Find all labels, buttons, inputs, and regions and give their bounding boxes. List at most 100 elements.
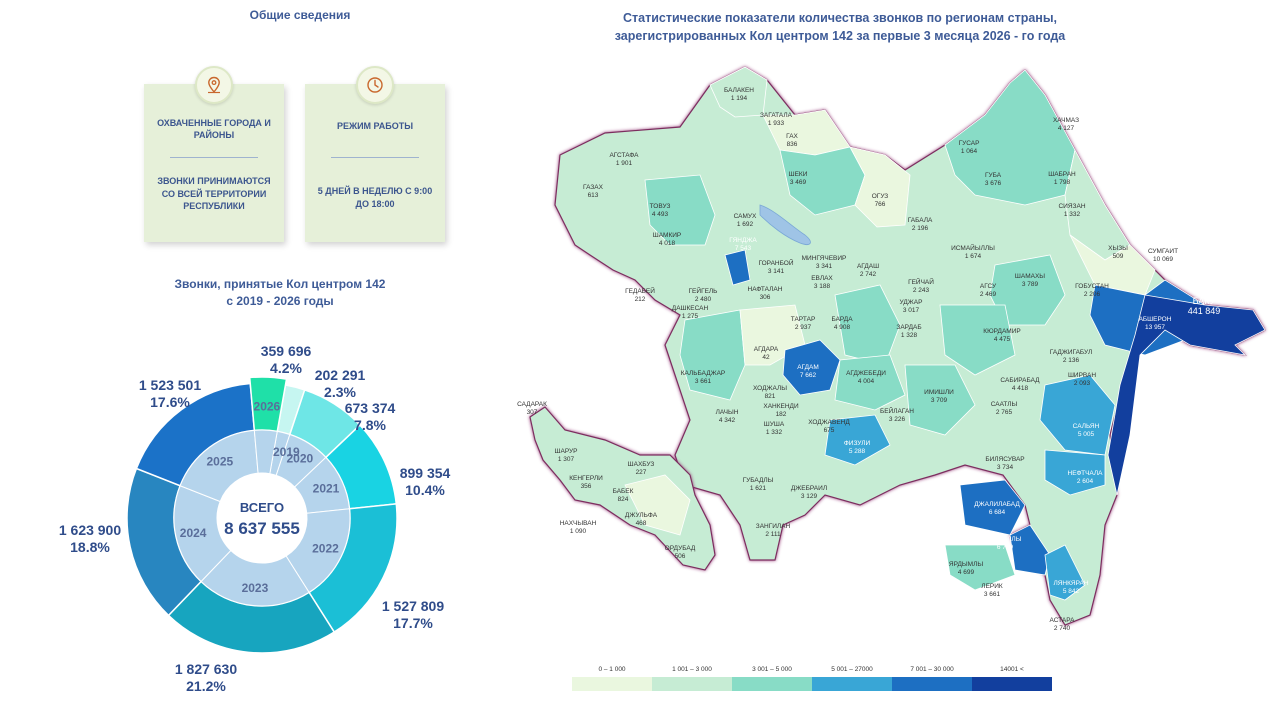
region-name: ЛЕРИК xyxy=(981,583,1003,590)
region-name: ИМИШЛИ xyxy=(924,389,954,396)
map-region-label: ГЕЙЧАЙ 2 243 xyxy=(908,279,934,295)
legend-label: 14001 < xyxy=(1000,666,1024,673)
map-region-label: ДЖАЛИЛАБАД 6 684 xyxy=(974,501,1020,517)
region-name: ХОДЖАЛЫ xyxy=(753,385,787,392)
map-region-label: ШАБРАН 1 798 xyxy=(1048,171,1076,187)
donut-year-label: 2023 xyxy=(242,581,269,595)
region-value: 3 017 xyxy=(902,307,920,314)
legend-swatch xyxy=(732,677,812,691)
region-map xyxy=(529,66,1266,626)
region-name: ГАЗАХ xyxy=(583,184,603,191)
region-name: ЗАРДАБ xyxy=(896,324,922,331)
region-value: 4 342 xyxy=(718,417,736,424)
region-value: 766 xyxy=(874,201,886,208)
map-region-label: НЕФТЧАЛА 2 604 xyxy=(1068,470,1103,486)
map-region-label: САЛЬЯН 5 005 xyxy=(1073,423,1100,439)
map-region-label: ЗАГАТАЛА 1 933 xyxy=(760,112,792,128)
region-value: 1 090 xyxy=(569,528,587,535)
region-value: 1 621 xyxy=(749,485,767,492)
region-shape-fuzuli xyxy=(824,414,891,466)
legend-item: 1 001 – 3 000 xyxy=(652,663,732,691)
map-region-label: САМУХ 1 692 xyxy=(734,213,757,229)
region-value: 182 xyxy=(775,411,787,418)
map-region-label: ОГУЗ 766 xyxy=(872,193,889,209)
donut-percent: 17.7% xyxy=(393,615,433,631)
donut-year-label: 2024 xyxy=(180,526,207,540)
card-title: ОХВАЧЕННЫЕ ГОРОДА И РАЙОНЫ xyxy=(157,118,271,140)
donut-percent: 4.2% xyxy=(270,360,302,376)
region-value: 212 xyxy=(634,296,646,303)
donut-value-label-2021: 899 354 10.4% xyxy=(400,465,451,499)
legend-item: 5 001 – 27000 xyxy=(812,663,892,691)
region-name: ШЕКИ xyxy=(788,171,808,178)
donut-value-label-2024: 1 623 900 18.8% xyxy=(59,522,121,556)
legend-swatch xyxy=(652,677,732,691)
map-region-label: АСТАРА 2 740 xyxy=(1050,617,1075,633)
donut-value-label-2025: 1 523 501 17.6% xyxy=(139,377,201,411)
map-region-label: АГСУ 2 469 xyxy=(980,283,996,299)
region-value: 5 288 xyxy=(848,448,866,455)
region-name: ФИЗУЛИ xyxy=(843,440,871,447)
map-region-label: АГСТАФА 1 901 xyxy=(609,152,638,168)
map-region-label: ШЕКИ 3 469 xyxy=(789,171,808,187)
legend-label: 3 001 – 5 000 xyxy=(752,666,792,673)
region-shape-kelbajar xyxy=(679,309,746,401)
donut-value: 899 354 xyxy=(399,465,451,481)
donut-value-label-2026: 359 696 4.2% xyxy=(261,343,312,377)
region-shape-ganja xyxy=(724,249,751,286)
region-value: 1 674 xyxy=(964,253,982,260)
map-region-label: ТАРТАР 2 937 xyxy=(791,316,816,332)
legend-label: 5 001 – 27000 xyxy=(831,666,873,673)
region-name: УДЖАР xyxy=(899,299,923,306)
region-value: 2 136 xyxy=(1062,357,1080,364)
donut-value-label-2020: 673 374 7.8% xyxy=(345,400,396,434)
region-value: 2 742 xyxy=(859,271,877,278)
region-value: 356 xyxy=(580,483,592,490)
map-region-label: ЛАЧЫН 4 342 xyxy=(716,409,739,425)
region-name: АГСТАФА xyxy=(609,152,639,159)
region-name: ШИРВАН xyxy=(1067,372,1097,379)
map-region-label: АГДАМ 7 662 xyxy=(797,364,819,380)
region-name: АБШЕРОН xyxy=(1138,316,1172,323)
region-value: 3 129 xyxy=(800,493,818,500)
map-region-label: ГОРАНБОЙ 3 141 xyxy=(758,260,793,276)
region-name: СИЯЗАН xyxy=(1058,203,1086,210)
region-shape-julfa xyxy=(624,474,691,536)
region-name: ДЖУЛЬФА xyxy=(624,512,658,519)
map-region-label: ЕВЛАХ 3 188 xyxy=(811,275,833,291)
card-title: РЕЖИМ РАБОТЫ xyxy=(336,121,414,131)
region-name: СААТЛЫ xyxy=(990,401,1018,408)
region-name: ГОРАНБОЙ xyxy=(758,260,794,267)
map-region-label: АГДАШ 2 742 xyxy=(857,263,879,279)
region-name: КЕНГЕРЛИ xyxy=(569,475,603,482)
region-value: 3 734 xyxy=(996,464,1014,471)
region-name: КАЛЬБАДЖАР xyxy=(680,370,726,377)
map-region-label: ИСМАЙЫЛЛЫ 1 674 xyxy=(951,245,995,261)
legend-item: 7 001 – 30 000 xyxy=(892,663,972,691)
map-region-label: БАЛАКЕН 1 194 xyxy=(724,87,754,103)
info-card-coverage: ОХВАЧЕННЫЕ ГОРОДА И РАЙОНЫ ЗВОНКИ ПРИНИМ… xyxy=(144,66,284,242)
region-name: АСТАРА xyxy=(1049,617,1075,624)
region-shape-oguz xyxy=(849,146,911,228)
card-text: 5 ДНЕЙ В НЕДЕЛЮ С 9:00 ДО 18:00 xyxy=(317,186,433,209)
region-value: 2 093 xyxy=(1073,380,1091,387)
map-region-label: ХОДЖАВЕНД 675 xyxy=(808,419,850,435)
region-name: ХАНКЕНДИ xyxy=(763,403,799,410)
map-region-label: ХЫЗЫ 509 xyxy=(1108,245,1128,261)
region-name: АГСУ xyxy=(979,283,997,290)
map-region-label: ТОВУЗ 4 493 xyxy=(650,203,671,219)
donut-value: 1 527 809 xyxy=(381,598,445,614)
region-value: 5 842 xyxy=(1062,588,1080,595)
region-value: 4 908 xyxy=(833,324,851,331)
map-region-label: ЗАНГИЛАН 2 111 xyxy=(756,523,790,539)
region-value: 3 469 xyxy=(789,179,807,186)
region-value: 2 196 xyxy=(911,225,929,232)
region-value: 3 676 xyxy=(984,180,1002,187)
region-value: 3 341 xyxy=(815,263,833,270)
region-value: 3 141 xyxy=(767,268,785,275)
map-region-label: БАРДА 4 908 xyxy=(831,316,852,332)
region-value: 1 332 xyxy=(765,429,783,436)
legend-item: 3 001 – 5 000 xyxy=(732,663,812,691)
region-name: ИСМАЙЫЛЛЫ xyxy=(951,245,995,252)
region-value: 2 480 xyxy=(694,296,712,303)
